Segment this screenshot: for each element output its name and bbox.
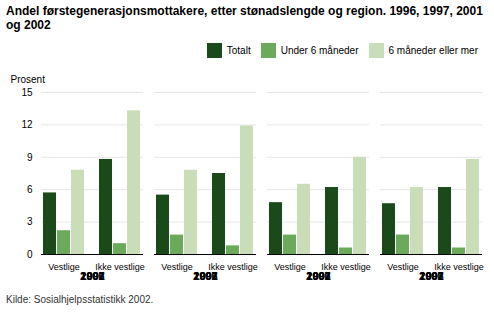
svg-text:Vestlige: Vestlige — [161, 262, 193, 272]
html-text:6 måneder eller mer: 6 måneder eller mer — [388, 45, 478, 56]
svg-text:Ikke vestlige: Ikke vestlige — [95, 261, 145, 272]
svg-text:Ikke vestlige: Ikke vestlige — [434, 261, 484, 272]
svg-text:9: 9 — [27, 152, 33, 163]
html-text:Totalt: Totalt — [226, 45, 251, 56]
svg-text:1997: 1997 — [80, 270, 104, 282]
html-text:Under 6 måneder: Under 6 måneder — [280, 45, 359, 56]
html-text:Andel førstegenerasjonsmottake: Andel førstegenerasjonsmottakere, etter … — [6, 4, 483, 32]
svg-text:2002: 2002 — [306, 270, 330, 282]
svg-text:1996: 1996 — [306, 270, 330, 282]
svg-text:12: 12 — [21, 119, 33, 130]
svg-text:Prosent: Prosent — [11, 74, 46, 85]
svg-text:2001: 2001 — [419, 270, 443, 282]
svg-text:1997: 1997 — [306, 270, 330, 282]
svg-text:1997: 1997 — [419, 270, 443, 282]
svg-text:0: 0 — [27, 249, 33, 260]
svg-text:6: 6 — [27, 184, 33, 195]
svg-text:2002: 2002 — [193, 270, 217, 282]
svg-text:1996: 1996 — [419, 270, 443, 282]
svg-text:1996: 1996 — [193, 270, 217, 282]
svg-text:Vestlige: Vestlige — [274, 262, 306, 272]
svg-text:2001: 2001 — [193, 270, 217, 282]
svg-text:Ikke vestlige: Ikke vestlige — [321, 261, 371, 272]
svg-text:1996: 1996 — [80, 270, 104, 282]
svg-text:2001: 2001 — [306, 270, 330, 282]
svg-text:2002: 2002 — [419, 270, 443, 282]
svg-text:Vestlige: Vestlige — [387, 262, 419, 272]
svg-text:2002: 2002 — [80, 270, 104, 282]
svg-text:Vestlige: Vestlige — [48, 262, 80, 272]
html-text:Kilde: Sosialhjelpsstatistikk: Kilde: Sosialhjelpsstatistikk 2002. — [6, 294, 154, 305]
svg-text:3: 3 — [27, 216, 33, 227]
svg-text:Ikke vestlige: Ikke vestlige — [208, 261, 258, 272]
svg-text:15: 15 — [21, 87, 33, 98]
svg-text:1997: 1997 — [193, 270, 217, 282]
svg-text:2001: 2001 — [80, 270, 104, 282]
